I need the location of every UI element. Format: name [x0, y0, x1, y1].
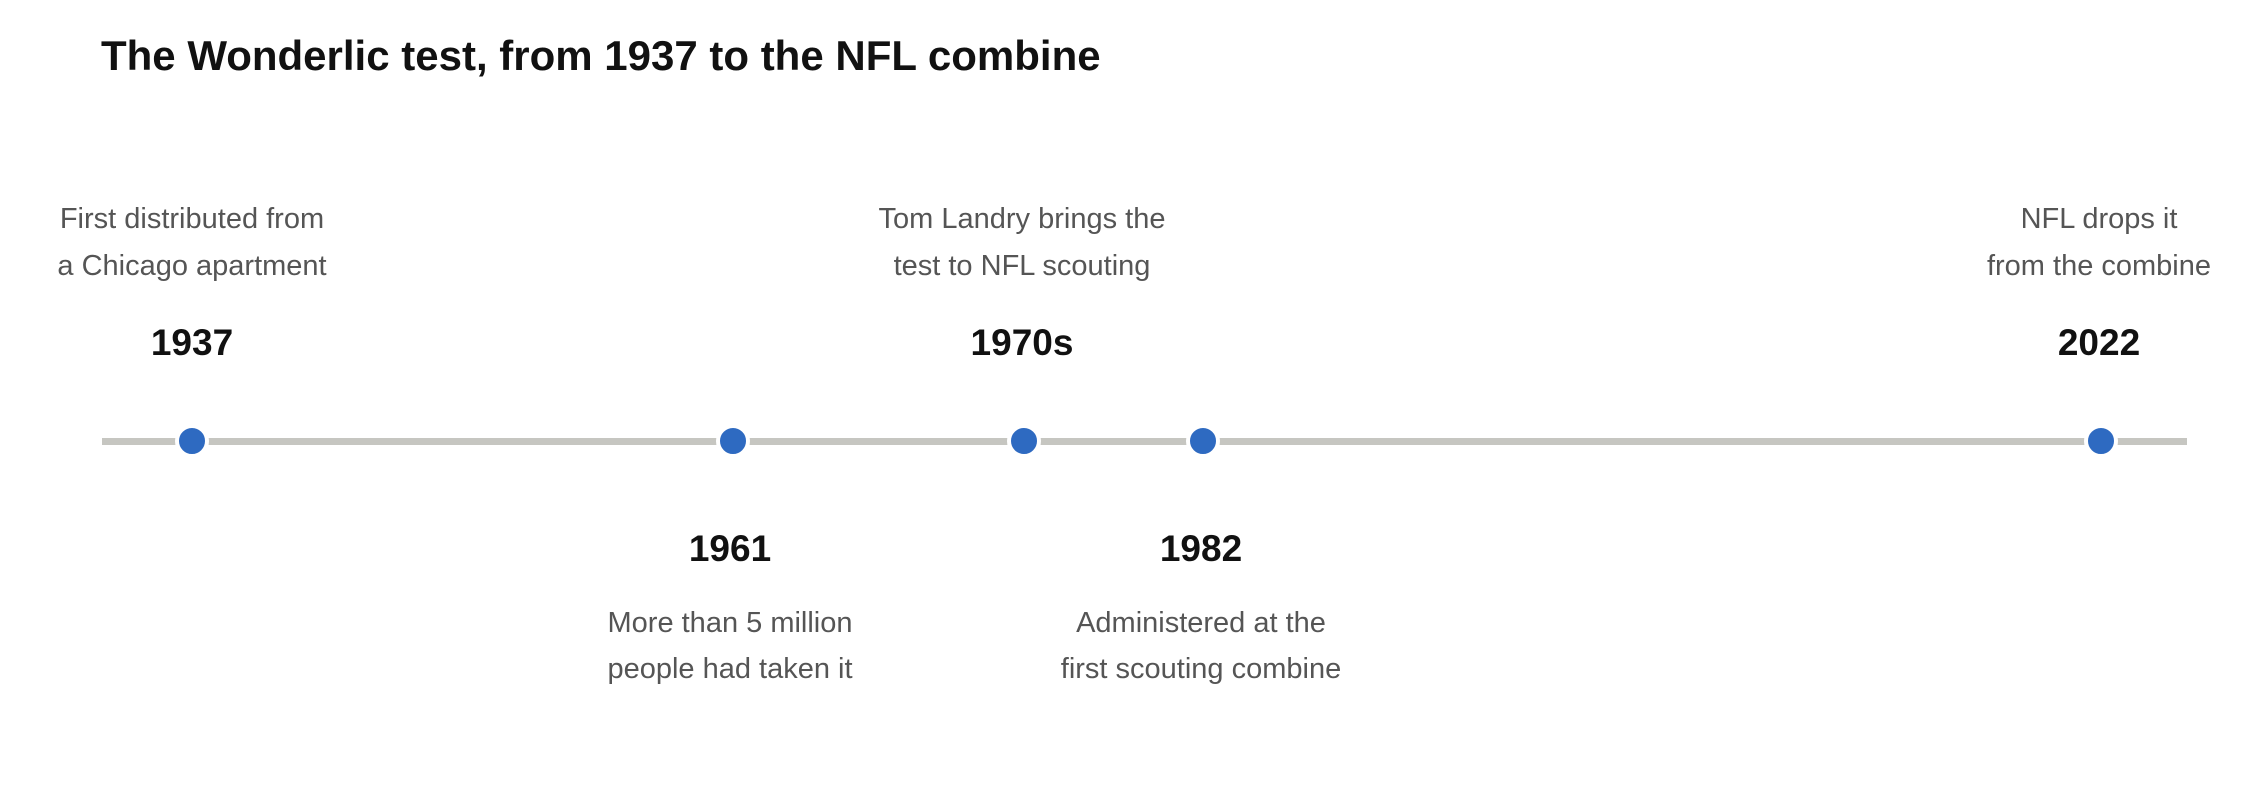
- event-marker-2022: [2084, 424, 2118, 458]
- event-caption-1970s: Tom Landry brings the test to NFL scouti…: [842, 196, 1202, 290]
- event-caption-1961: More than 5 million people had taken it: [550, 600, 910, 692]
- event-marker-1970s: [1007, 424, 1041, 458]
- event-caption-line: NFL drops it: [2020, 203, 2178, 235]
- timeline-axis: [102, 438, 2187, 445]
- page-title: The Wonderlic test, from 1937 to the NFL…: [101, 32, 1101, 79]
- event-year-1982: 1982: [1159, 528, 1243, 569]
- event-caption-line: test to NFL scouting: [893, 250, 1151, 282]
- event-caption-line: Administered at the: [1076, 607, 1326, 639]
- event-caption-line: First distributed from: [59, 203, 325, 235]
- event-marker-1982: [1186, 424, 1220, 458]
- event-caption-line: a Chicago apartment: [57, 250, 327, 282]
- event-caption-line: Tom Landry brings the: [878, 203, 1166, 235]
- event-marker-1961: [716, 424, 750, 458]
- event-caption-line: people had taken it: [607, 653, 853, 685]
- event-year-2022: 2022: [2057, 322, 2141, 363]
- event-caption-line: first scouting combine: [1060, 653, 1342, 685]
- event-caption-2022: NFL drops it from the combine: [1919, 196, 2256, 290]
- event-marker-1937: [175, 424, 209, 458]
- event-caption-1982: Administered at the first scouting combi…: [1021, 600, 1381, 692]
- event-year-1961: 1961: [688, 528, 772, 569]
- event-caption-line: More than 5 million: [607, 607, 853, 639]
- event-year-1970s: 1970s: [970, 322, 1074, 363]
- event-year-1937: 1937: [150, 322, 234, 363]
- event-caption-line: from the combine: [1986, 250, 2212, 282]
- event-caption-1937: First distributed from a Chicago apartme…: [12, 196, 372, 290]
